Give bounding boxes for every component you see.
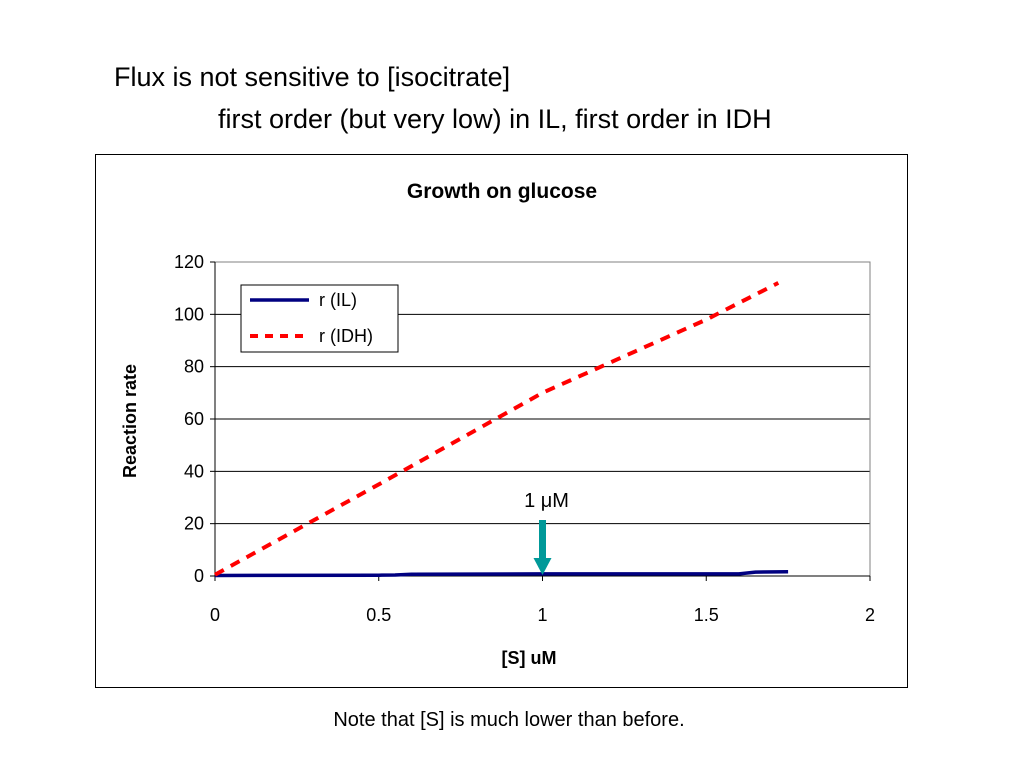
x-tick-label-4: 2	[865, 605, 875, 625]
footnote: Note that [S] is much lower than before.	[333, 709, 685, 731]
y-axis-label: Reaction rate	[120, 364, 140, 478]
x-tick-label-2: 1	[537, 605, 547, 625]
chart-title: Growth on glucose	[407, 180, 597, 203]
annotation-arrow-head-0	[533, 558, 552, 575]
y-tick-label-6: 120	[174, 252, 204, 272]
x-tick-label-3: 1.5	[694, 605, 719, 625]
slide-title-line-1: Flux is not sensitive to [isocitrate]	[114, 62, 511, 92]
y-tick-label-0: 0	[194, 566, 204, 586]
y-tick-label-3: 60	[184, 409, 204, 429]
y-tick-label-4: 80	[184, 357, 204, 377]
chart: Growth on glucose Reaction rate [S] uM 0…	[120, 180, 875, 668]
slide-title-line-2: first order (but very low) in IL, first …	[218, 104, 772, 134]
y-tick-label-1: 20	[184, 514, 204, 534]
annotation-label-0: 1 μM	[524, 490, 569, 512]
x-tick-label-1: 0.5	[366, 605, 391, 625]
legend-label-0: r (IL)	[319, 290, 357, 310]
annotation-group: 1 μM	[524, 490, 569, 575]
chart-frame: Growth on glucose Reaction rate [S] uM 0…	[95, 154, 908, 688]
legend-label-1: r (IDH)	[319, 326, 373, 346]
x-axis-label: [S] uM	[502, 648, 557, 668]
legend-box	[240, 284, 399, 353]
series-line-0	[214, 570, 789, 578]
series-line-1	[214, 281, 780, 577]
legend: r (IL) r (IDH)	[240, 284, 399, 353]
y-tick-label-5: 100	[174, 304, 204, 324]
ticks: 0 20 40 60 80 100 120 0 0.5 1 1.5 2	[174, 252, 875, 625]
x-tick-label-0: 0	[210, 605, 220, 625]
annotation-arrow-shaft-0	[539, 520, 546, 559]
y-tick-label-2: 40	[184, 461, 204, 481]
